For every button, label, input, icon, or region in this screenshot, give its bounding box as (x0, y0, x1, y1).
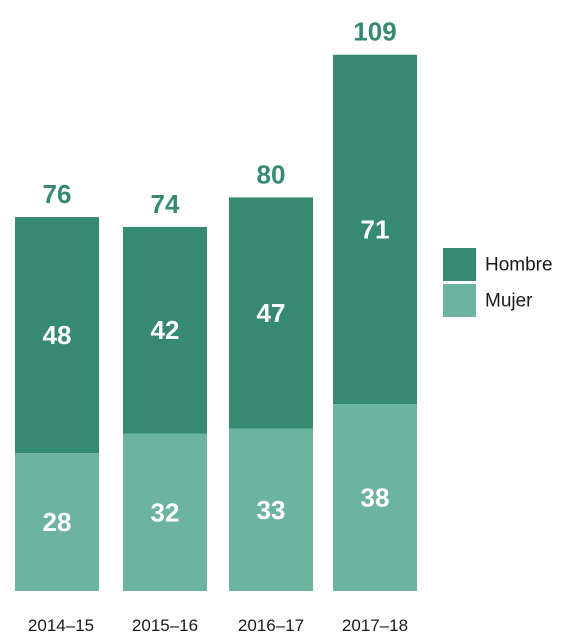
segment-label-hombre-3: 71 (361, 214, 390, 244)
segment-label-mujer-1: 32 (151, 497, 180, 527)
x-tick-label-0: 2014–15 (28, 616, 94, 635)
segment-label-mujer-3: 38 (361, 483, 390, 513)
segment-label-mujer-2: 33 (257, 495, 286, 525)
bar-hombre-3 (333, 54, 417, 405)
x-tick-label-1: 2015–16 (132, 616, 198, 635)
legend-swatch-hombre (443, 248, 476, 281)
bar-hombre-2 (229, 197, 313, 429)
x-axis-ticks: 2014–15 2015–16 2016–17 2017–18 (28, 616, 408, 635)
x-tick-label-3: 2017–18 (342, 616, 408, 635)
segment-label-hombre-2: 47 (257, 298, 286, 328)
legend: Hombre Mujer (443, 248, 553, 317)
x-tick-label-2: 2016–17 (238, 616, 304, 635)
bar-mujer-2 (229, 428, 313, 591)
total-label-3: 109 (353, 17, 396, 47)
bars-layer (15, 54, 417, 591)
legend-label-mujer: Mujer (485, 291, 533, 312)
total-label-0: 76 (43, 179, 72, 209)
total-label-2: 80 (257, 159, 286, 189)
bar-hombre-0 (15, 217, 99, 454)
segment-label-mujer-0: 28 (43, 507, 72, 537)
bar-hombre-1 (123, 226, 207, 434)
legend-swatch-mujer (443, 284, 476, 317)
legend-label-hombre: Hombre (485, 255, 553, 276)
segment-label-hombre-1: 42 (151, 315, 180, 345)
total-label-1: 74 (151, 189, 180, 219)
bar-mujer-0 (15, 453, 99, 591)
bar-mujer-3 (333, 404, 417, 591)
labels-layer: 28 48 76 32 42 74 33 47 80 38 71 109 (43, 17, 397, 537)
segment-label-hombre-0: 48 (43, 320, 72, 350)
bar-mujer-1 (123, 433, 207, 591)
